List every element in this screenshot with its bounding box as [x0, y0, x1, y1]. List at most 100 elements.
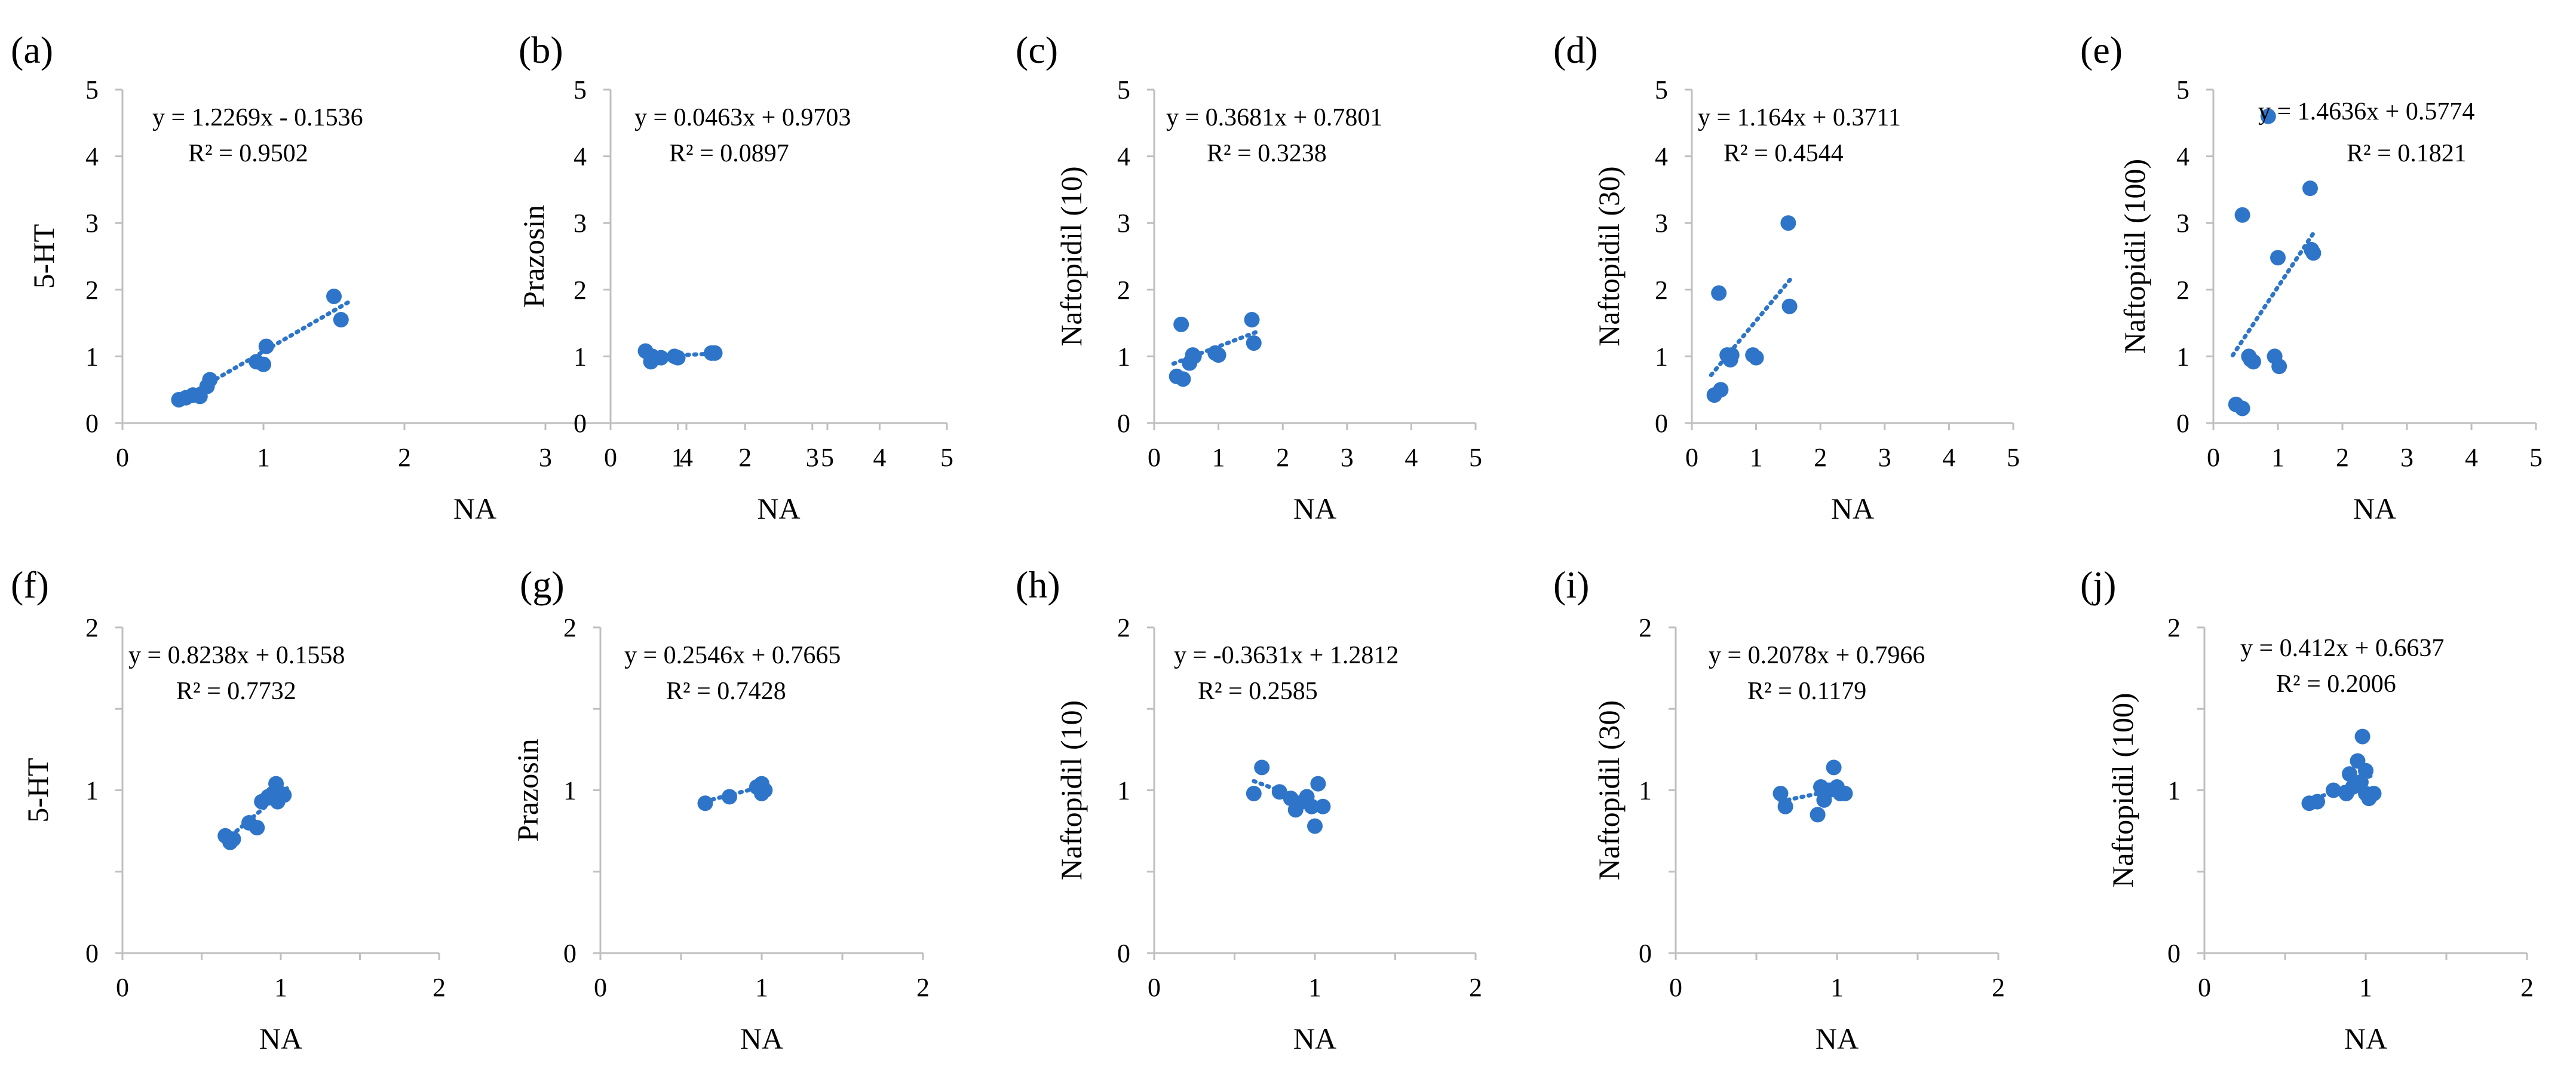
y-tick-label: 0 — [1117, 939, 1130, 968]
y-tick-label: 2 — [1639, 613, 1652, 642]
panel-label: (j) — [2080, 563, 2116, 606]
chart-panel: (a) 0 1 2 3 4 5 0 1 2 3 4 5 NA 5-HT y = 1.2269x - 0.153… — [11, 29, 834, 525]
x-tick-label: 2 — [1469, 973, 1482, 1002]
chart-panel: (j) 0 1 2 0 1 2 NA Naftopidil (100) y = 0.412x + … — [2080, 563, 2534, 1055]
x-tick-label: 3 — [806, 443, 819, 472]
x-tick-label: 0 — [594, 973, 607, 1002]
trend-equation: y = -0.3631x + 1.2812 — [1174, 642, 1399, 669]
r-squared-label: R² = 0.3238 — [1207, 140, 1327, 167]
r-squared-label: R² = 0.9502 — [188, 140, 308, 167]
y-tick-label: 3 — [85, 209, 99, 238]
trend-equation: y = 1.164x + 0.3711 — [1698, 104, 1901, 131]
data-point — [2326, 782, 2341, 798]
data-point — [2270, 250, 2286, 266]
data-point — [757, 782, 773, 798]
x-tick-label: 1 — [1308, 973, 1321, 1002]
data-point — [1175, 371, 1191, 387]
data-point — [202, 372, 218, 388]
panel-label: (e) — [2080, 29, 2123, 71]
data-point — [1186, 348, 1202, 365]
panel-label: (f) — [11, 563, 49, 606]
y-tick-label: 0 — [574, 409, 587, 438]
data-point — [1777, 798, 1793, 814]
y-tick-label: 3 — [1655, 209, 1668, 238]
y-tick-label: 5 — [1655, 75, 1668, 105]
chart-panel: (e) 0 1 2 3 4 5 0 1 2 3 4 5 NA Naftopidil (100) y = 1.4… — [2080, 29, 2543, 525]
x-tick-label: 5 — [940, 443, 953, 472]
x-tick-label: 4 — [2465, 443, 2478, 472]
chart-panel: (d) 0 1 2 3 4 5 0 1 2 3 4 5 NA Naftopidil (30) y = 1.16… — [1553, 29, 2020, 525]
data-point — [276, 787, 292, 803]
chart-panel: (b) 0 1 2 3 4 5 0 1 2 3 4 5 NA Prazosin y = 0.0463x + 0… — [517, 29, 953, 525]
y-tick-label: 4 — [1117, 142, 1130, 171]
x-axis-title: NA — [453, 492, 496, 525]
y-tick-label: 4 — [2176, 142, 2189, 171]
y-tick-label: 1 — [1117, 342, 1130, 371]
y-tick-label: 2 — [574, 275, 587, 305]
data-point — [1315, 798, 1331, 814]
data-point — [1304, 798, 1320, 814]
y-axis-title: Naftopidil (30) — [1592, 700, 1626, 880]
y-tick-label: 3 — [1117, 209, 1130, 238]
y-tick-label: 2 — [2167, 613, 2181, 642]
y-tick-label: 5 — [574, 75, 587, 105]
x-tick-label: 4 — [680, 443, 693, 472]
trend-equation: y = 0.3681x + 0.7801 — [1166, 104, 1382, 131]
data-point — [1781, 298, 1798, 314]
trendline — [2230, 231, 2316, 358]
data-point — [1244, 312, 1260, 328]
panel-label: (b) — [519, 29, 563, 71]
x-tick-label: 1 — [274, 973, 287, 1002]
panel-label: (d) — [1553, 29, 1598, 71]
x-tick-label: 4 — [1942, 443, 1955, 472]
data-point — [1748, 350, 1764, 366]
y-tick-label: 2 — [2176, 275, 2189, 305]
y-axis-title: Naftopidil (100) — [2118, 159, 2151, 354]
panel-label: (c) — [1016, 29, 1058, 71]
y-tick-label: 1 — [2176, 342, 2189, 371]
data-point — [326, 288, 342, 304]
data-point — [2260, 108, 2276, 124]
data-point — [1254, 759, 1270, 776]
data-point — [1271, 784, 1287, 800]
data-point — [1772, 785, 1789, 801]
x-axis-title: NA — [1831, 492, 1874, 525]
y-tick-label: 0 — [2167, 939, 2181, 968]
r-squared-label: R² = 0.1821 — [2347, 140, 2467, 167]
x-axis-title: NA — [1293, 1022, 1336, 1055]
panel-label: (i) — [1553, 563, 1589, 606]
x-tick-label: 2 — [1814, 443, 1827, 472]
data-point — [2245, 354, 2261, 370]
trendline — [176, 300, 351, 403]
data-point — [2310, 794, 2325, 810]
data-point — [1724, 347, 1740, 363]
y-axis-title: Naftopidil (10) — [1054, 166, 1088, 346]
y-tick-label: 1 — [85, 776, 99, 805]
r-squared-label: R² = 0.2006 — [2276, 670, 2396, 698]
chart-panel: (g) 0 1 2 0 1 2 NA Prazosin y = 0.2546x + 0.7665 R… — [511, 563, 930, 1055]
x-tick-label: 0 — [2198, 973, 2211, 1002]
x-tick-label: 0 — [116, 443, 129, 472]
data-point — [249, 820, 265, 836]
data-point — [258, 338, 274, 354]
y-tick-label: 5 — [85, 75, 99, 105]
trend-equation: y = 0.2078x + 0.7966 — [1709, 642, 1925, 669]
y-tick-label: 0 — [563, 939, 576, 968]
x-tick-label: 0 — [2207, 443, 2220, 472]
x-tick-label: 5 — [2007, 443, 2020, 472]
panel-label: (a) — [11, 29, 53, 71]
r-squared-label: R² = 0.4544 — [1724, 140, 1844, 167]
x-tick-label: 5 — [1469, 443, 1482, 472]
data-point — [2366, 785, 2382, 801]
y-tick-label: 2 — [563, 613, 576, 642]
y-tick-label: 1 — [1117, 776, 1130, 805]
r-squared-label: R² = 0.0897 — [669, 140, 789, 167]
y-tick-label: 5 — [2176, 75, 2189, 105]
x-tick-label: 0 — [1148, 443, 1161, 472]
x-tick-label: 2 — [738, 443, 752, 472]
data-point — [2234, 207, 2250, 223]
y-tick-label: 1 — [563, 776, 576, 805]
data-point — [1711, 285, 1727, 301]
x-tick-label: 1 — [2359, 973, 2372, 1002]
data-point — [1826, 759, 1842, 776]
